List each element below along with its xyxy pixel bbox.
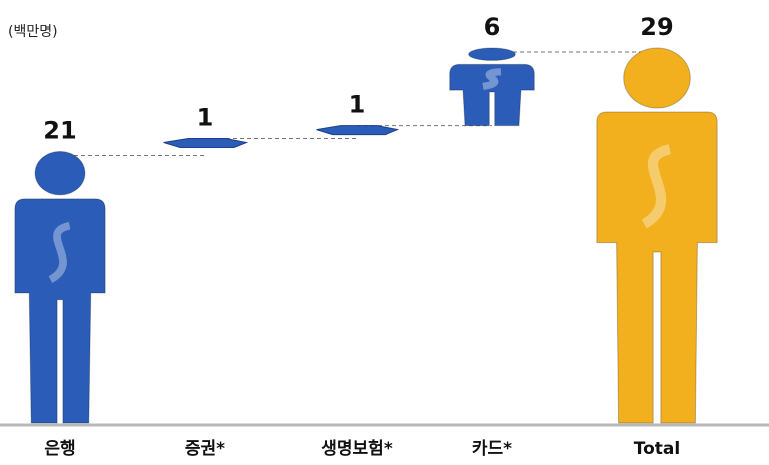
logo [482,68,502,90]
value-label: 29 [640,13,673,41]
logo [48,222,71,283]
category-label: 증권* [185,439,225,459]
value-label: 1 [349,91,366,119]
category-label: 카드* [472,439,512,459]
head [34,150,86,196]
head [623,47,691,109]
unit-label: (백만명) [8,24,58,40]
category-label: 생명보험* [321,438,393,459]
value-label: 6 [484,13,501,41]
figure [14,198,106,424]
category-label: Total [634,439,680,459]
figure [449,63,535,127]
flat-figure [163,138,249,149]
value-label: 21 [43,116,76,144]
figure [596,111,718,424]
value-label: 1 [197,104,214,132]
flat-figure [316,125,400,136]
category-label: 은행 [44,439,75,459]
head [468,47,516,61]
logo [641,144,672,229]
